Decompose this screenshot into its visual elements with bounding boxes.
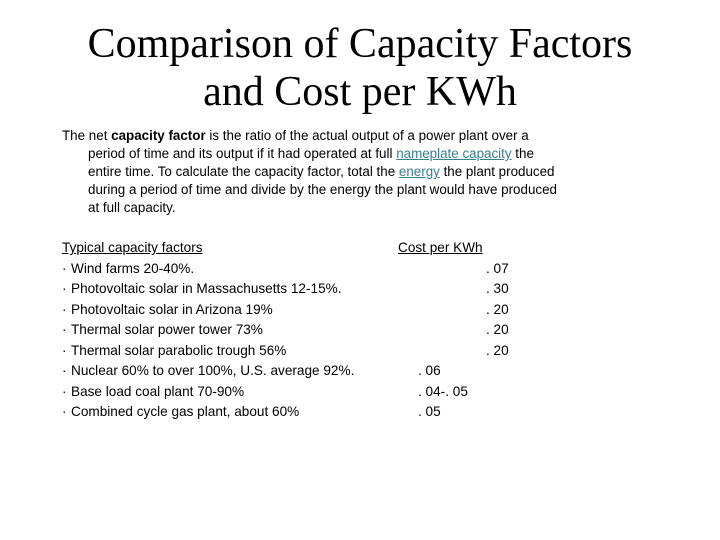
intro-line-1-rest: is the ratio of the actual output of a p… [205, 128, 529, 143]
row-label: Combined cycle gas plant, about 60% [71, 404, 300, 419]
row-cost: . 30 [486, 281, 509, 296]
row-cost: . 20 [486, 301, 509, 317]
bullet: · [62, 363, 67, 378]
capacity-factor-term: capacity factor [111, 128, 206, 143]
bullet: · [62, 281, 67, 296]
bullet: · [62, 383, 67, 399]
row-label: Base load coal plant 70-90% [71, 383, 245, 399]
row-cost: . 06 [418, 363, 441, 378]
intro-line-2-end: the [511, 146, 534, 161]
bullet: · [62, 260, 67, 276]
header-cost-per-kwh: Cost per KWh [398, 240, 483, 255]
nameplate-capacity-link[interactable]: nameplate capacity [396, 146, 512, 161]
energy-link[interactable]: energy [398, 164, 440, 179]
intro-line-3-end: the plant produced [439, 164, 555, 179]
title-line-1: Comparison of Capacity Factors [87, 21, 633, 67]
row-label: Thermal solar parabolic trough 56% [71, 342, 287, 358]
row-label: Wind farms 20-40%. [71, 260, 195, 276]
row-cost: . 20 [486, 322, 509, 337]
bullet: · [62, 404, 67, 419]
intro-line-4: during a period of time and divide by th… [88, 182, 557, 197]
table-row: · Nuclear 60% to over 100%, U.S. average… [62, 361, 542, 382]
bullet: · [62, 342, 67, 358]
title-line-2: and Cost per KWh [203, 69, 517, 115]
header-capacity-factors: Typical capacity factors [62, 240, 203, 255]
table-row: · Thermal solar power tower 73% . 20 [62, 320, 542, 341]
row-cost: . 04-. 05 [418, 383, 468, 399]
capacity-cost-table: Typical capacity factors Cost per KWh · … [62, 238, 542, 423]
row-label: Photovoltaic solar in Massachusetts 12-1… [71, 281, 342, 296]
intro-line-5: at full capacity. [88, 200, 176, 215]
row-label: Photovoltaic solar in Arizona 19% [71, 301, 273, 317]
intro-paragraph: The net capacity factor is the ratio of … [62, 127, 690, 217]
intro-line-3: entire time. To calculate the capacity f… [88, 164, 399, 179]
bullet: · [62, 322, 67, 337]
table-row: · Photovoltaic solar in Massachusetts 12… [62, 279, 542, 300]
row-label: Nuclear 60% to over 100%, U.S. average 9… [71, 363, 355, 378]
row-cost: . 07 [486, 260, 509, 276]
table-row: · Wind farms 20-40%. . 07 [62, 259, 542, 280]
page-title: Comparison of Capacity Factors and Cost … [0, 20, 720, 116]
row-cost: . 05 [418, 404, 441, 419]
intro-prefix: The net [62, 128, 112, 143]
intro-line-2: period of time and its output if it had … [88, 146, 397, 161]
row-cost: . 20 [486, 342, 509, 358]
table-row: · Combined cycle gas plant, about 60% . … [62, 402, 542, 423]
table-row: · Thermal solar parabolic trough 56% . 2… [62, 341, 542, 362]
table-header: Typical capacity factors Cost per KWh [62, 238, 542, 259]
table-row: · Photovoltaic solar in Arizona 19% . 20 [62, 300, 542, 321]
row-label: Thermal solar power tower 73% [71, 322, 263, 337]
table-row: · Base load coal plant 70-90% . 04-. 05 [62, 382, 542, 403]
bullet: · [62, 301, 67, 317]
